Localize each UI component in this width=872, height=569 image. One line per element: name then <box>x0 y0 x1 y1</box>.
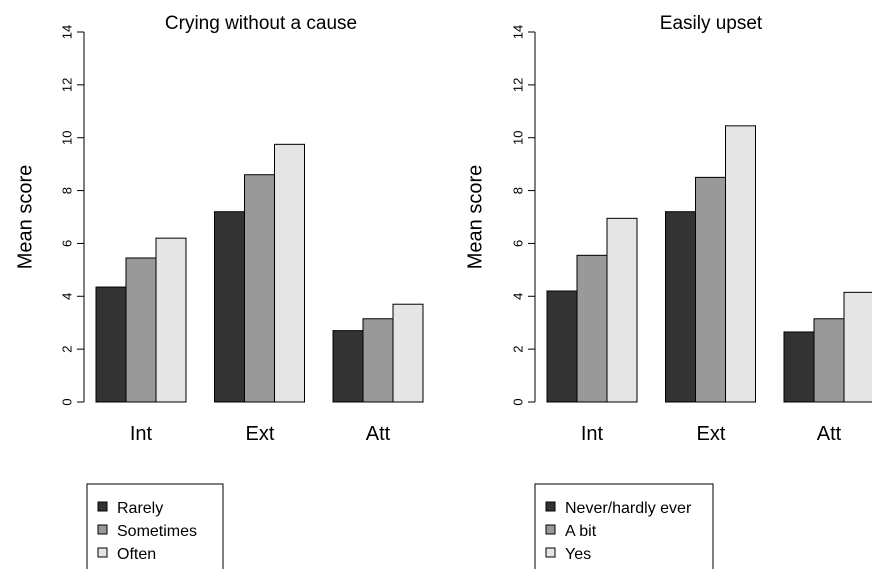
bar-ext-2 <box>244 174 275 403</box>
bar-ext-2 <box>695 176 726 403</box>
bar-ext-1 <box>665 211 696 403</box>
legend-label: Rarely <box>117 500 163 517</box>
category-label: Ext <box>246 423 275 445</box>
bar-int-2 <box>125 257 157 403</box>
bar-att-3 <box>843 291 872 403</box>
y-tick-label: 8 <box>59 187 74 194</box>
bar-ext-3 <box>725 125 756 403</box>
legend-swatch <box>545 547 556 558</box>
y-tick-label: 6 <box>510 240 525 247</box>
bar-att-1 <box>783 331 815 403</box>
bar-int-1 <box>546 290 578 403</box>
category-label: Att <box>366 423 391 445</box>
y-tick-label: 4 <box>59 293 74 300</box>
bar-att-2 <box>813 318 845 403</box>
legend-box <box>534 483 714 569</box>
y-tick-label: 14 <box>510 25 525 39</box>
legend-label: Often <box>117 546 156 563</box>
legend-label: Yes <box>565 546 591 563</box>
y-tick-label: 4 <box>510 293 525 300</box>
y-tick-label: 0 <box>510 398 525 405</box>
bar-int-3 <box>155 237 187 403</box>
legend-swatch <box>545 501 556 512</box>
bar-int-3 <box>606 217 638 403</box>
category-label: Ext <box>697 423 726 445</box>
legend-label: Sometimes <box>117 523 197 540</box>
legend-swatch <box>97 524 108 535</box>
category-label: Int <box>581 423 604 445</box>
bar-int-2 <box>576 254 608 403</box>
legend: Rarely Sometimes Often <box>86 483 224 569</box>
y-tick-label: 12 <box>59 78 74 92</box>
legend-swatch <box>97 547 108 558</box>
legend-label: A bit <box>565 523 597 540</box>
y-tick-label: 2 <box>510 346 525 353</box>
y-tick-label: 12 <box>510 78 525 92</box>
y-tick-label: 14 <box>59 25 74 39</box>
y-tick-label: 0 <box>59 398 74 405</box>
bar-att-3 <box>392 303 424 403</box>
y-tick-label: 8 <box>510 187 525 194</box>
chart-panel-easily-upset: Easily upset 0 2 4 6 8 10 12 14 Mean score Int Ext A… <box>464 13 872 569</box>
chart-title: Easily upset <box>660 13 763 34</box>
bar-att-1 <box>332 330 364 403</box>
chart-title: Crying without a cause <box>165 13 357 34</box>
legend: Never/hardly ever A bit Yes <box>534 483 714 569</box>
y-tick-label: 10 <box>59 130 74 144</box>
y-axis-label: Mean score <box>14 165 36 270</box>
bar-ext-1 <box>214 211 245 403</box>
chart-panel-crying-without-a-cause: Crying without a cause 0 2 4 6 8 10 12 14 Mean sc… <box>14 13 424 569</box>
category-label: Int <box>130 423 153 445</box>
bar-ext-3 <box>274 143 305 403</box>
y-tick-label: 10 <box>510 130 525 144</box>
y-axis-label: Mean score <box>464 165 486 270</box>
legend-box <box>86 483 224 569</box>
legend-label: Never/hardly ever <box>565 500 692 517</box>
bar-att-2 <box>362 318 394 403</box>
legend-swatch <box>97 501 108 512</box>
y-tick-label: 6 <box>59 240 74 247</box>
bar-int-1 <box>95 286 127 403</box>
legend-swatch <box>545 524 556 535</box>
category-label: Att <box>817 423 842 445</box>
y-tick-label: 2 <box>59 346 74 353</box>
